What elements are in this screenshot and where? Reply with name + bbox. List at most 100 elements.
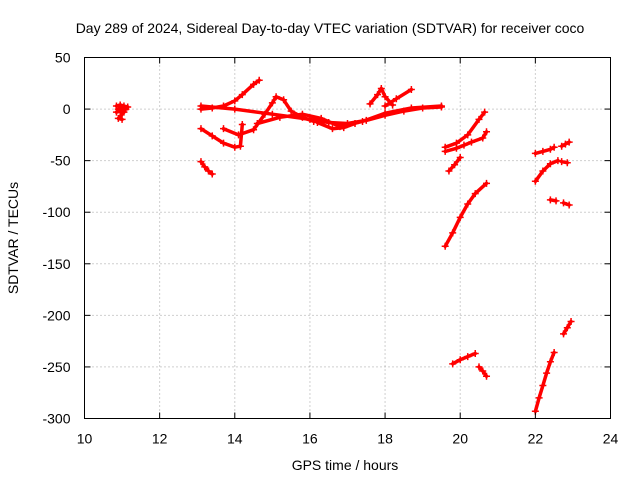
- data-point: [471, 190, 479, 198]
- series-tail-22h-low: [560, 199, 573, 209]
- data-point: [563, 159, 571, 167]
- data-point: [565, 138, 573, 146]
- data-point: [287, 107, 295, 115]
- data-point: [464, 353, 472, 361]
- data-point: [377, 84, 385, 92]
- data-point: [220, 125, 228, 133]
- data-point: [539, 381, 547, 389]
- data-point: [479, 367, 487, 375]
- data-point: [120, 108, 128, 116]
- series-tail-20h-bottom: [475, 363, 491, 380]
- data-point: [112, 108, 120, 116]
- data-point: [535, 394, 543, 402]
- data-point: [550, 143, 558, 151]
- data-point: [471, 350, 479, 358]
- data-point: [313, 118, 321, 126]
- data-point: [381, 93, 389, 101]
- series-short-22h: [546, 196, 560, 205]
- data-point: [543, 369, 551, 377]
- data-point: [449, 229, 457, 237]
- data-point: [407, 104, 415, 112]
- series-trace: [450, 351, 477, 366]
- data-point: [483, 372, 491, 380]
- data-point: [359, 117, 367, 125]
- series-trace: [315, 120, 357, 131]
- data-point: [441, 242, 449, 250]
- data-point: [351, 120, 359, 128]
- data-point: [253, 120, 261, 128]
- data-point: [456, 213, 464, 221]
- data-point: [563, 324, 571, 332]
- series-trace: [443, 181, 489, 249]
- plot-frame: [84, 57, 611, 419]
- data-point: [445, 167, 453, 175]
- data-point: [298, 110, 306, 118]
- data-point: [546, 160, 554, 168]
- data-point: [381, 102, 389, 110]
- series-trace: [199, 122, 245, 149]
- series-arc-20h-bottom: [449, 350, 479, 368]
- data-point: [479, 134, 487, 142]
- data-point: [560, 199, 568, 207]
- series-arc-20h-long: [441, 179, 491, 250]
- data-point: [546, 145, 554, 153]
- data-point: [546, 196, 554, 204]
- x-tick-label: 18: [377, 431, 393, 447]
- data-point: [201, 163, 209, 171]
- data-point: [268, 110, 276, 118]
- data-point: [220, 139, 228, 147]
- data-point: [565, 201, 573, 209]
- data-point: [460, 141, 468, 149]
- data-point: [531, 177, 539, 185]
- y-tick-label: -200: [42, 307, 70, 323]
- data-point: [231, 143, 239, 151]
- data-point: [561, 140, 569, 148]
- y-tick-label: 50: [55, 50, 71, 66]
- data-point: [554, 157, 562, 165]
- data-point: [381, 109, 389, 117]
- data-point: [552, 197, 560, 205]
- data-point: [250, 80, 258, 88]
- data-point: [114, 114, 122, 122]
- x-tick-label: 20: [452, 431, 468, 447]
- data-point: [567, 318, 575, 326]
- data-point: [558, 158, 566, 166]
- y-tick-label: -50: [50, 153, 70, 169]
- data-point: [276, 113, 284, 121]
- data-point: [407, 85, 415, 93]
- data-point: [558, 142, 566, 150]
- series-trace: [533, 145, 556, 156]
- series-dip-16-17h: [313, 118, 359, 133]
- data-point: [204, 167, 212, 175]
- series-arc-22h-upper: [531, 143, 558, 157]
- data-point: [238, 121, 246, 129]
- series-short-13h: [197, 158, 216, 178]
- data-point: [197, 102, 205, 110]
- data-point: [539, 147, 547, 155]
- data-point: [481, 108, 489, 116]
- series-arc-20h-upper: [441, 108, 489, 151]
- data-point: [464, 131, 472, 139]
- data-point: [451, 161, 459, 169]
- series-trace: [199, 159, 214, 176]
- series-tail-22h-upper: [558, 138, 573, 150]
- data-series: [112, 76, 575, 415]
- data-point: [366, 100, 374, 108]
- series-arc-20h-mid: [441, 128, 491, 155]
- data-point: [238, 91, 246, 99]
- data-point: [441, 147, 449, 155]
- data-point: [255, 76, 263, 84]
- data-point: [272, 93, 280, 101]
- series-trace: [533, 158, 560, 184]
- data-point: [437, 102, 445, 110]
- series-short-20h: [445, 154, 464, 175]
- data-point: [464, 200, 472, 208]
- data-point: [560, 330, 568, 338]
- chart-title: Day 289 of 2024, Sidereal Day-to-day VTE…: [76, 20, 585, 36]
- x-tick-label: 10: [77, 431, 93, 447]
- data-point: [467, 138, 475, 146]
- data-point: [483, 179, 491, 187]
- series-tail-22h-mid: [558, 158, 571, 167]
